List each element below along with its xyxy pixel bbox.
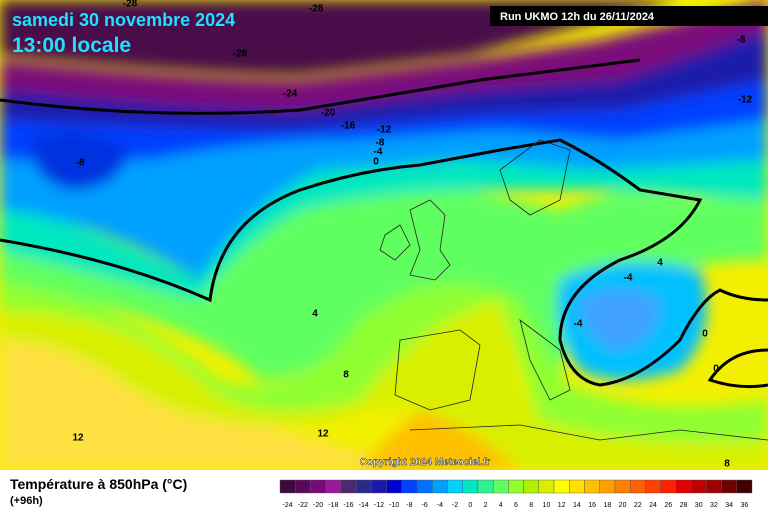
legend-cell — [462, 479, 479, 494]
contour-label: -28 — [123, 0, 138, 10]
legend-tick-label: 30 — [695, 502, 703, 509]
temperature-field — [0, 0, 768, 470]
contour-label: -12 — [377, 125, 392, 136]
legend-tick-label: -2 — [452, 502, 458, 509]
legend-tick-label: -8 — [406, 502, 412, 509]
zero-isotherm — [0, 58, 768, 389]
legend-cell — [629, 479, 646, 494]
coastlines — [379, 139, 768, 441]
contour-label: 0 — [713, 364, 719, 375]
contour-label: 12 — [317, 429, 329, 440]
legend-cell — [416, 479, 433, 494]
legend-cell — [690, 479, 707, 494]
run-box — [490, 6, 768, 26]
legend-tick-label: 36 — [740, 502, 748, 509]
contour-label: -12 — [738, 95, 753, 106]
contour-label: 4 — [312, 309, 318, 320]
time-label: 13:00 locale — [12, 34, 131, 57]
legend-cell — [538, 479, 555, 494]
contour-label: -20 — [321, 108, 336, 119]
copyright: Copyright 2024 Meteociel.fr — [360, 457, 491, 468]
legend-cell — [645, 479, 661, 494]
legend-cell — [371, 479, 387, 494]
contour-label: -8 — [737, 35, 746, 46]
contour-label: 0 — [373, 157, 379, 168]
legend-cell — [310, 479, 326, 494]
legend-tick-label: 6 — [514, 502, 518, 509]
contour-label: 12 — [72, 433, 84, 444]
legend-cell — [660, 479, 677, 494]
legend-cell — [432, 479, 448, 494]
legend-cell — [599, 479, 616, 494]
contour-label: -4 — [574, 319, 583, 330]
legend-cell — [508, 479, 524, 494]
contour-label: -16 — [341, 121, 356, 132]
legend-cell — [447, 479, 463, 494]
legend-tick-label: 22 — [634, 502, 642, 509]
legend-cell — [295, 479, 311, 494]
contour-label: -4 — [374, 147, 383, 158]
legend-tick-label: -14 — [359, 502, 369, 509]
legend-tick-label: 4 — [499, 502, 503, 509]
legend-cell — [569, 479, 585, 494]
legend-tick-label: 10 — [543, 502, 551, 509]
contour-label: 8 — [724, 459, 730, 470]
contour-label: -24 — [283, 89, 298, 100]
legend-tick-label: 24 — [649, 502, 657, 509]
legend-tick-label: 26 — [664, 502, 672, 509]
contour-label: -4 — [624, 273, 633, 284]
date-label: samedi 30 novembre 2024 — [12, 10, 235, 30]
legend-tick-label: 34 — [725, 502, 733, 509]
legend-tick-label: -16 — [343, 502, 353, 509]
legend-cell — [736, 479, 753, 494]
contour-label: -28 — [309, 4, 324, 15]
footer-title: Température à 850hPa (°C) — [10, 476, 187, 492]
legend-cell — [523, 479, 540, 494]
legend-cell — [492, 479, 509, 494]
legend-tick-label: -22 — [298, 502, 308, 509]
legend-tick-label: 32 — [710, 502, 718, 509]
lead-time: (+96h) — [10, 495, 43, 507]
legend-tick-label: -18 — [328, 502, 338, 509]
legend-tick-label: 8 — [529, 502, 533, 509]
legend-tick-label: 14 — [573, 502, 581, 509]
legend-cell — [614, 479, 631, 494]
legend-tick-label: 16 — [588, 502, 596, 509]
contour-label: -8 — [376, 138, 385, 149]
legend-tick-label: 12 — [558, 502, 566, 509]
legend-cell — [401, 479, 418, 494]
contour-label: -28 — [233, 49, 248, 60]
legend-cell — [553, 479, 570, 494]
contour-label: 4 — [657, 258, 663, 269]
contour-label: 0 — [702, 329, 708, 340]
legend-cell — [386, 479, 403, 494]
legend-cell — [279, 479, 296, 494]
legend-tick-label: -6 — [422, 502, 428, 509]
legend-tick-label: 0 — [468, 502, 472, 509]
run-label: Run UKMO 12h du 26/11/2024 — [500, 11, 655, 23]
contour-label: -8 — [76, 158, 85, 169]
legend-tick-label: -24 — [283, 502, 293, 509]
legend-cell — [477, 479, 494, 494]
legend-tick-label: -20 — [313, 502, 323, 509]
legend-cell — [706, 479, 722, 494]
legend-tick-label: 28 — [680, 502, 688, 509]
legend-cell — [355, 479, 372, 494]
legend-tick-label: -12 — [374, 502, 384, 509]
legend-tick-label: -10 — [389, 502, 399, 509]
legend-cell — [325, 479, 342, 494]
legend-tick-label: 2 — [484, 502, 488, 509]
legend-cell — [675, 479, 692, 494]
legend-tick-label: 20 — [619, 502, 627, 509]
legend-cell — [584, 479, 600, 494]
legend-cell — [721, 479, 737, 494]
legend-tick-label: 18 — [603, 502, 611, 509]
contour-label: 8 — [343, 370, 349, 381]
legend-tick-label: -4 — [437, 502, 443, 509]
legend-cell — [340, 479, 357, 494]
